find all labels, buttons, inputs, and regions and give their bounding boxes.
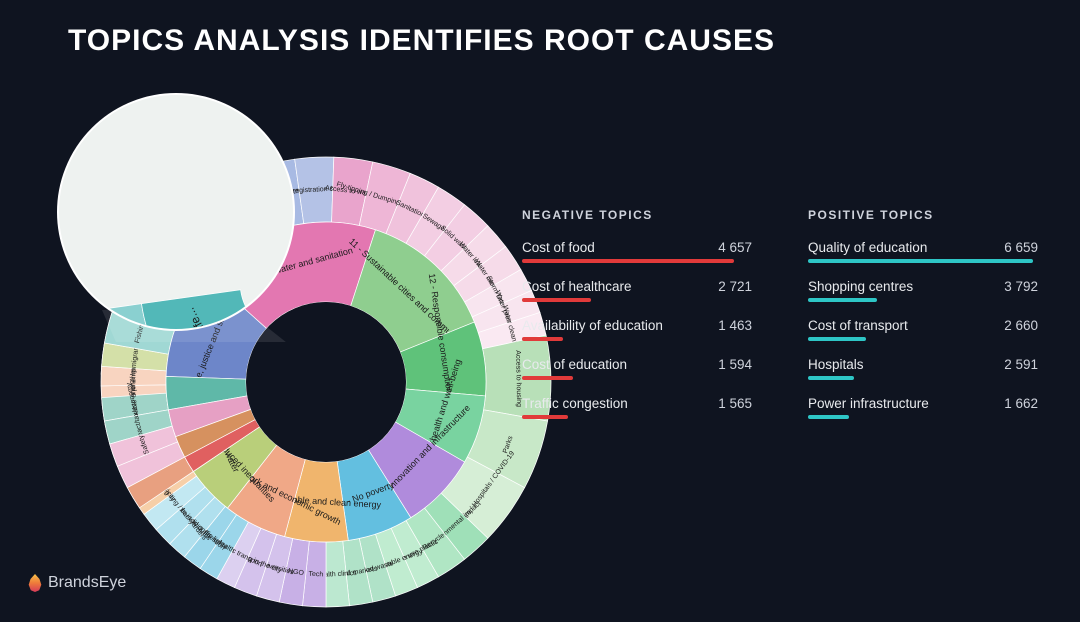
topic-label: Availability of education: [522, 318, 663, 333]
brand-name: BrandsEye: [48, 574, 126, 592]
topic-bar: [522, 415, 568, 419]
topic-value: 1 565: [718, 396, 752, 411]
segment-label: Access to housing: [514, 350, 522, 407]
topic-row: Hospitals 2 591: [808, 357, 1038, 372]
topic-bar: [808, 376, 854, 380]
topic-bar: [808, 259, 1033, 263]
topic-label: Hospitals: [808, 357, 864, 372]
positive-header: POSITIVE TOPICS: [808, 208, 1038, 222]
topic-value: 1 594: [718, 357, 752, 372]
topic-lists: NEGATIVE TOPICS Cost of food4 657Cost of…: [522, 208, 1038, 435]
topic-value: 2 591: [1004, 357, 1038, 372]
topic-bar: [522, 259, 734, 263]
topic-label: Traffic congestion: [522, 396, 628, 411]
segment-label: Tech: [308, 571, 323, 579]
topic-value: 3 792: [1004, 279, 1038, 294]
positive-topics-column: POSITIVE TOPICS Quality of education 6 65…: [808, 208, 1038, 435]
topic-row: Cost of healthcare 2 721: [522, 279, 752, 294]
topic-label: Cost of education: [522, 357, 627, 372]
flame-icon: [28, 574, 42, 592]
topic-value: 4 657: [718, 240, 752, 255]
topic-label: Power infrastructure: [808, 396, 929, 411]
topic-bar: [522, 376, 573, 380]
topic-bar: [808, 337, 866, 341]
topic-row: Cost of education 1 594: [522, 357, 752, 372]
topic-row: Shopping centres 3 792: [808, 279, 1038, 294]
topic-value: 1 463: [718, 318, 752, 333]
topic-value: 1 662: [1004, 396, 1038, 411]
topic-bar: [808, 415, 849, 419]
topic-row: Quality of education 6 659: [808, 240, 1038, 255]
topic-row: Cost of food 4 657: [522, 240, 752, 255]
topic-bar: [522, 337, 563, 341]
negative-header: NEGATIVE TOPICS: [522, 208, 752, 222]
brand-logo: BrandsEye: [28, 574, 126, 592]
topic-value: 2 721: [718, 279, 752, 294]
topic-label: Cost of food: [522, 240, 595, 255]
negative-topics-column: NEGATIVE TOPICS Cost of food4 657Cost of…: [522, 208, 752, 435]
topic-row: Traffic congestion 1 565: [522, 396, 752, 411]
topic-label: Cost of healthcare: [522, 279, 632, 294]
topic-bar: [522, 298, 591, 302]
topic-label: Quality of education: [808, 240, 927, 255]
topic-label: Shopping centres: [808, 279, 913, 294]
topic-label: Cost of transport: [808, 318, 908, 333]
topic-row: Availability of education 1 463: [522, 318, 752, 333]
sunburst-chart: Billing and AccountsContact with the Cit…: [26, 62, 586, 592]
topic-value: 6 659: [1004, 240, 1038, 255]
topic-row: Power infrastructure 1 662: [808, 396, 1038, 411]
topic-value: 2 660: [1004, 318, 1038, 333]
topic-bar: [808, 298, 877, 302]
topic-row: Cost of transport 2 660: [808, 318, 1038, 333]
